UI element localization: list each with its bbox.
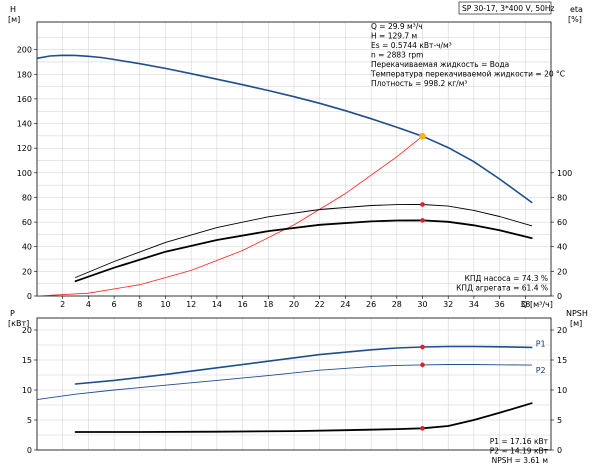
top-ylabel-left: H [10, 5, 16, 14]
bottom-ytick-right-label: 15 [557, 356, 567, 365]
top-ytick-left-label: 0 [27, 292, 32, 301]
bottom-ylabel-left: P [10, 309, 15, 318]
bottom-ytick-left-label: 20 [22, 326, 32, 335]
bottom-ytick-right-label: 5 [557, 416, 562, 425]
bottom-ytick-right-label: 10 [557, 386, 567, 395]
top-ytick-right-label: 0 [557, 292, 562, 301]
duty-info-line: n = 2883 rpm [371, 51, 423, 60]
power-annotation: P2 = 14.19 кВт [490, 447, 549, 456]
top-ytick-left-label: 180 [17, 70, 32, 79]
chart-title: SP 30-17, 3*400 V, 50Hz [462, 4, 555, 13]
top-xtick-label: 20 [289, 300, 299, 309]
efficiency-annotation: КПД насоса = 74.3 % [465, 274, 548, 283]
pump-efficiency-curve [75, 204, 533, 278]
top-xtick-label: 36 [495, 300, 505, 309]
top-xtick-label: 38 [520, 300, 530, 309]
top-ytick-left-label: 80 [22, 193, 32, 202]
top-ylabel-right-unit: [%] [568, 15, 582, 24]
duty-info-line: Перекачиваемая жидкость = Вода [371, 60, 509, 69]
bottom-ytick-left-label: 5 [27, 416, 32, 425]
top-ytick-right-label: 60 [557, 218, 567, 227]
top-xtick-label: 2 [60, 300, 65, 309]
bottom-ylabel-right: NPSH [566, 309, 588, 318]
duty-info-line: Q = 29.9 м³/ч [371, 22, 423, 31]
npsh-curve [74, 402, 533, 433]
top-ytick-left-label: 140 [17, 120, 32, 129]
top-xtick-label: 6 [112, 300, 117, 309]
bottom-ytick-left-label: 0 [27, 446, 32, 455]
duty-info-line: Es = 0.5744 кВт-ч/м³ [371, 41, 452, 50]
top-xtick-label: 14 [212, 300, 222, 309]
top-xlabel: Q [521, 300, 527, 309]
efficiency-annotations: КПД насоса = 74.3 %КПД агрегата = 61.4 % [456, 274, 548, 293]
bottom-ylabel-right-unit: [м] [570, 319, 582, 328]
power-annotation: NPSH = 3.61 м [492, 456, 548, 465]
top-xlabel-unit: [м³/ч] [530, 300, 553, 309]
top-xtick-label: 24 [340, 300, 350, 309]
top-ytick-right-label: 40 [557, 243, 567, 252]
efficiency-annotation: КПД агрегата = 61.4 % [456, 284, 548, 293]
power-point-marker [420, 426, 425, 431]
top-ytick-left-label: 120 [17, 144, 32, 153]
series-label-p2: P2 [536, 366, 546, 375]
top-xtick-label: 10 [160, 300, 170, 309]
top-xtick-label: 8 [137, 300, 142, 309]
top-panel: 0 20 40 60 80 100 120 140 160 180 200 0 20 40 60 80 100 2… [8, 1, 583, 309]
top-xtick-label: 32 [443, 300, 453, 309]
series-label-p1: P1 [536, 339, 546, 348]
bottom-panel: 0 5 10 15 20 0 5 10 15 20 P[кВт] NPSH[м] P1 P2 P1 = 17… [8, 309, 588, 465]
top-ytick-left-label: 60 [22, 218, 32, 227]
top-ytick-left-label: 20 [22, 267, 32, 276]
bottom-ytick-left-label: 15 [22, 356, 32, 365]
chart-title-frame [458, 1, 552, 15]
top-ytick-right-label: 20 [557, 267, 567, 276]
top-xtick-label: 4 [86, 300, 91, 309]
duty-info-line: Температура перекачиваемой жидкости = 20… [370, 70, 565, 79]
top-xtick-label: 18 [263, 300, 273, 309]
top-ylabel-left-unit: [м] [8, 15, 20, 24]
top-xtick-label: 22 [315, 300, 325, 309]
power-annotation: P1 = 17.16 кВт [490, 437, 549, 446]
duty-point-marker [419, 132, 426, 140]
top-xtick-label: 34 [469, 300, 479, 309]
top-xtick-label: 26 [366, 300, 376, 309]
top-ytick-left-label: 200 [17, 46, 32, 55]
duty-info-line: Плотность = 998.2 кг/м³ [371, 79, 467, 88]
top-ytick-right-label: 80 [557, 193, 567, 202]
efficiency-point-marker [420, 202, 425, 207]
duty-info-line: H = 129.7 м [371, 32, 417, 41]
top-xtick-label: 28 [392, 300, 402, 309]
bottom-ytick-right-label: 0 [557, 446, 562, 455]
top-xtick-label: 16 [238, 300, 248, 309]
efficiency-point-marker [420, 218, 425, 223]
head-curve [37, 54, 533, 204]
chart-title-box: SP 30-17, 3*400 V, 50Hz [458, 1, 555, 15]
bottom-ylabel-left-unit: [кВт] [8, 319, 29, 328]
top-ytick-left-label: 160 [17, 95, 32, 104]
duty-info-block: Q = 29.9 м³/чH = 129.7 мEs = 0.5744 кВт-… [370, 22, 565, 88]
system-curve [37, 135, 423, 296]
bottom-ytick-right-label: 20 [557, 326, 567, 335]
top-ytick-left-label: 40 [22, 243, 32, 252]
top-ytick-right-label: 100 [557, 169, 572, 178]
top-ylabel-right: eta [570, 5, 583, 14]
p1-power-curve [74, 345, 533, 385]
bottom-plot-frame [36, 317, 552, 451]
bottom-ytick-left-label: 10 [22, 386, 32, 395]
power-point-marker [420, 362, 425, 368]
p2-power-curve [37, 364, 533, 401]
top-xtick-label: 12 [186, 300, 196, 309]
unit-efficiency-curve [74, 219, 533, 283]
top-xtick-label: 30 [417, 300, 427, 309]
power-point-marker [420, 344, 425, 350]
top-ytick-left-label: 100 [17, 169, 32, 178]
